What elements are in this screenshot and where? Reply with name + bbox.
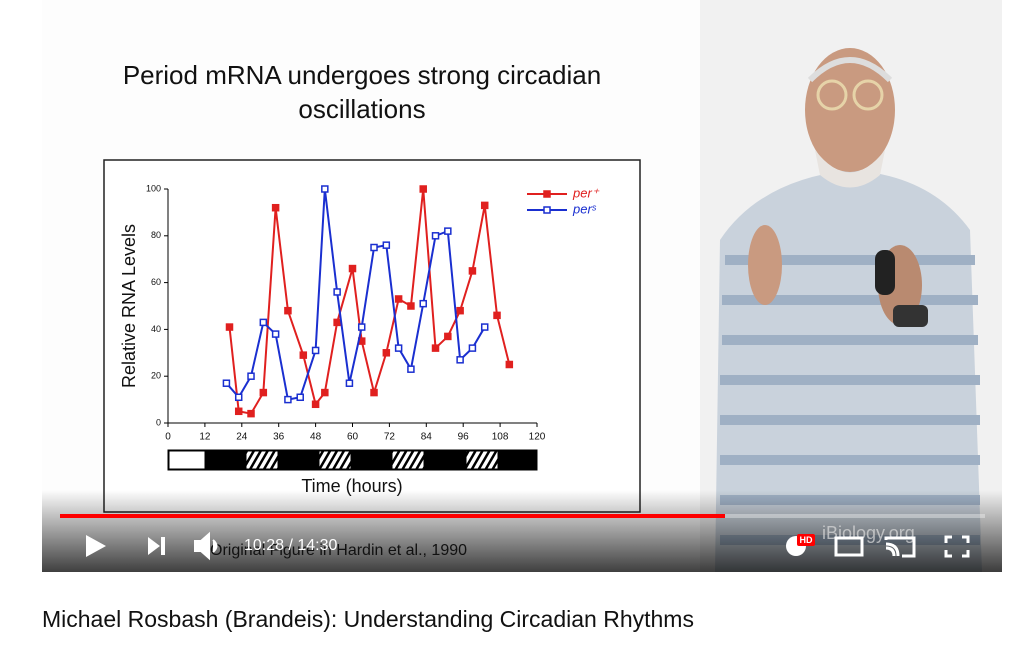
x-tick-label: 36 — [273, 432, 285, 443]
light-dark-bar — [167, 449, 538, 471]
data-point — [271, 203, 280, 212]
time-display: 10:28 / 14:30 — [244, 537, 338, 554]
legend-marker — [543, 190, 551, 198]
data-point — [225, 323, 234, 331]
data-point — [259, 318, 268, 327]
x-tick-label: 0 — [165, 432, 171, 443]
data-point — [357, 323, 366, 331]
data-point — [284, 306, 292, 315]
data-point — [333, 318, 341, 327]
data-point — [407, 302, 415, 310]
data-point — [493, 311, 501, 320]
x-tick-label: 120 — [529, 432, 546, 443]
data-line — [225, 188, 486, 401]
legend-marker — [543, 206, 551, 214]
plot: 0 20 40 60 80 100 0 12 24 36 48 60 72 84 96 108 120 per⁺p… — [146, 183, 600, 442]
data-point — [407, 365, 415, 373]
data-point — [444, 227, 452, 235]
data-point — [480, 323, 489, 331]
data-point — [234, 393, 243, 402]
data-point — [284, 395, 292, 404]
data-point — [345, 379, 354, 387]
play-button[interactable] — [86, 535, 106, 557]
x-tick-label: 84 — [421, 432, 433, 443]
volume-button[interactable] — [194, 531, 218, 561]
data-point — [259, 388, 268, 397]
data-point — [431, 232, 440, 240]
hd-badge — [797, 534, 815, 546]
data-point — [299, 351, 308, 359]
slide-title: oscillations — [298, 94, 425, 124]
slide-title: Period mRNA undergoes strong circadian — [123, 60, 601, 90]
x-tick-label: 48 — [310, 432, 322, 443]
x-tick-label: 96 — [458, 432, 470, 443]
data-point — [394, 295, 403, 303]
data-point — [456, 306, 464, 315]
data-point — [394, 344, 403, 352]
data-point — [370, 388, 378, 397]
data-point — [419, 185, 427, 193]
data-point — [311, 400, 320, 409]
y-axis-label: Relative RNA Levels — [119, 224, 139, 388]
data-point — [296, 393, 304, 402]
data-point — [247, 372, 255, 380]
data-point — [468, 267, 477, 275]
data-point — [234, 407, 243, 416]
data-point — [247, 409, 255, 418]
theater-button[interactable] — [834, 536, 864, 557]
data-point — [321, 388, 329, 397]
slide-caption: Original Figure in Hardin et al., 1990 — [210, 542, 467, 559]
data-line — [228, 188, 511, 415]
x-tick-label: 12 — [199, 432, 211, 443]
y-tick-label: 100 — [146, 183, 161, 193]
data-point — [444, 332, 452, 341]
x-tick-label: 72 — [384, 432, 396, 443]
y-tick-label: 60 — [151, 277, 161, 287]
data-point — [468, 344, 477, 352]
data-point — [431, 344, 440, 352]
hd-label: HD — [800, 535, 813, 545]
y-tick-label: 0 — [156, 417, 161, 427]
progress-played[interactable] — [60, 514, 725, 518]
data-point — [382, 241, 391, 249]
y-tick-label: 80 — [151, 230, 161, 240]
data-point — [271, 330, 280, 338]
data-point — [382, 349, 391, 357]
y-tick-label: 20 — [151, 371, 161, 381]
data-point — [480, 201, 489, 210]
y-tick-label: 40 — [151, 324, 161, 334]
x-tick-label: 60 — [347, 432, 359, 443]
data-point — [222, 379, 231, 387]
cast-button[interactable] — [884, 536, 916, 558]
data-point — [321, 185, 329, 193]
fullscreen-button[interactable] — [944, 535, 970, 558]
data-point — [456, 356, 464, 364]
data-point — [419, 299, 427, 308]
data-point — [348, 264, 357, 273]
x-tick-label: 108 — [492, 432, 509, 443]
data-point — [311, 346, 320, 355]
data-point — [370, 243, 378, 252]
video-title: Michael Rosbash (Brandeis): Understandin… — [42, 606, 694, 632]
data-point — [333, 288, 341, 296]
controls-gradient — [42, 490, 1002, 572]
legend-label: per⁺ — [572, 185, 600, 200]
legend-label: perˢ — [572, 201, 597, 216]
x-tick-label: 24 — [236, 432, 248, 443]
next-button[interactable] — [148, 537, 165, 555]
data-point — [505, 360, 514, 369]
